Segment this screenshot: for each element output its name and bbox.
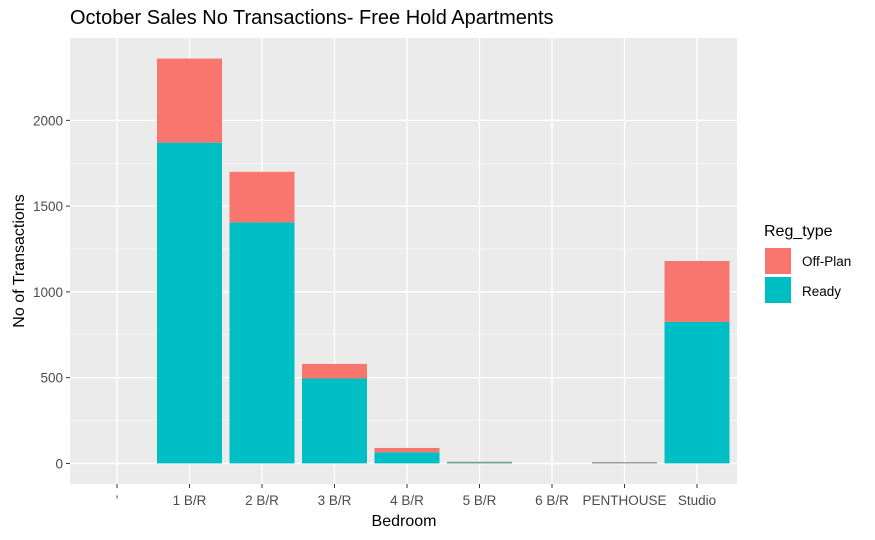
x-tick-label: ' — [116, 493, 119, 508]
bar-ready-3 — [302, 378, 367, 464]
axis-layer: 0 500 1000 1500 2000 ' 1 B/R 2 B/R 3 B/R 4 B/R 5 B… — [33, 113, 716, 508]
bar-ready-2 — [229, 222, 295, 464]
x-tick-label: PENTHOUSE — [582, 493, 666, 508]
x-tick-label: 2 B/R — [245, 493, 279, 508]
legend-swatch-ready — [765, 277, 791, 303]
chart-title: October Sales No Transactions- Free Hold… — [70, 7, 554, 29]
bar-off-plan-1 — [157, 58, 222, 143]
bar-ready-5 — [447, 462, 512, 464]
legend-label-ready: Ready — [802, 284, 841, 299]
bar-ready-8 — [664, 321, 730, 464]
legend-title: Reg_type — [764, 223, 833, 240]
y-tick-label: 2000 — [33, 113, 63, 128]
bars-layer — [157, 58, 730, 464]
x-tick-label: 4 B/R — [390, 493, 424, 508]
x-tick-label: 1 B/R — [173, 493, 207, 508]
x-tick-label: 5 B/R — [463, 493, 497, 508]
legend-label-off-plan: Off-Plan — [802, 254, 851, 269]
y-axis-title: No of Transactions — [11, 194, 28, 327]
bar-ready-4 — [374, 452, 440, 464]
y-tick-label: 1500 — [33, 199, 63, 214]
x-tick-label: Studio — [678, 493, 716, 508]
bar-off-plan-8 — [664, 261, 730, 322]
y-tick-label: 0 — [55, 456, 63, 471]
bar-ready-1 — [157, 142, 222, 464]
legend-swatch-off-plan — [765, 248, 791, 274]
x-axis-title: Bedroom — [372, 513, 437, 530]
x-tick-label: 6 B/R — [535, 493, 569, 508]
bar-off-plan-3 — [302, 363, 367, 379]
legend: Reg_type Off-Plan Ready — [764, 223, 851, 303]
x-tick-label: 3 B/R — [318, 493, 352, 508]
bar-off-plan-7 — [592, 462, 657, 463]
y-tick-label: 500 — [40, 371, 63, 386]
bar-off-plan-4 — [374, 447, 440, 453]
bar-off-plan-2 — [229, 171, 295, 223]
y-tick-label: 1000 — [33, 285, 63, 300]
bar-off-plan-5 — [447, 461, 512, 463]
